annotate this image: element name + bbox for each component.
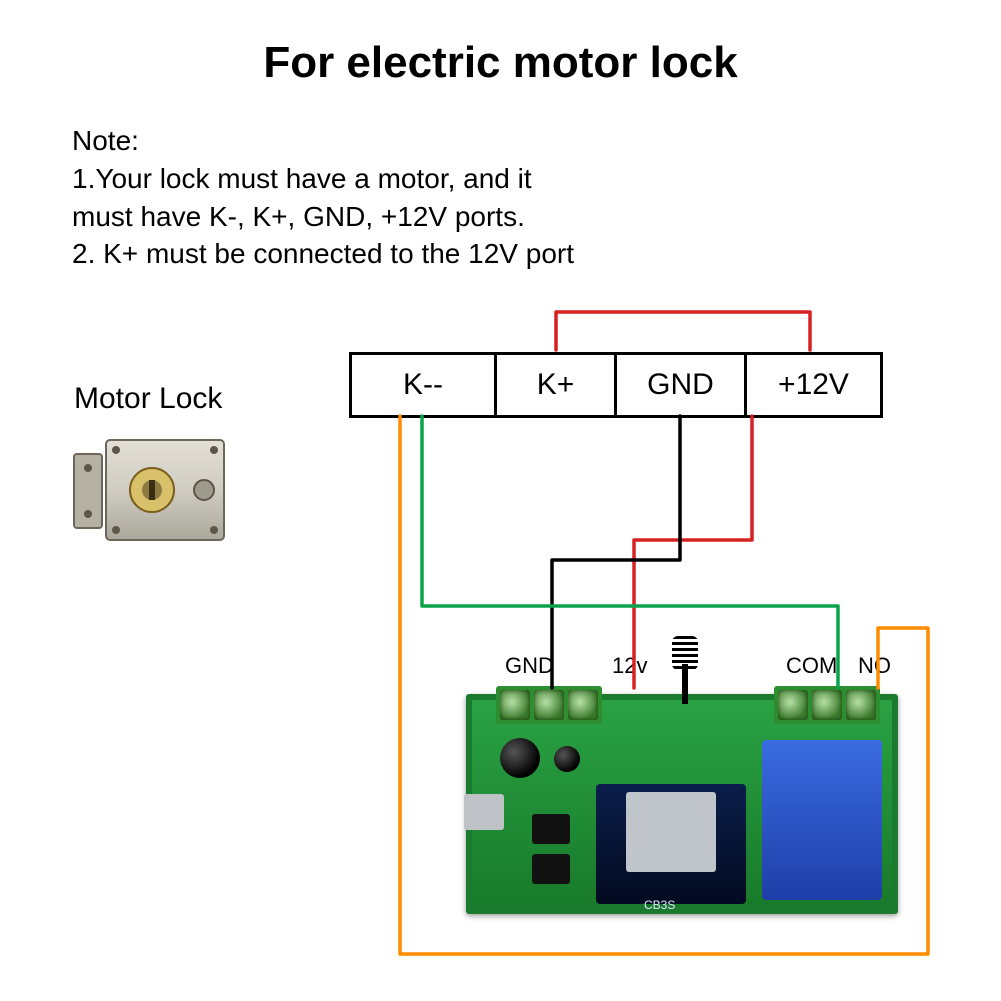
screw-com-icon: [812, 690, 842, 720]
wire-kminus-to-com: [422, 416, 838, 688]
motor-lock-label: Motor Lock: [74, 382, 222, 416]
capacitor-large-icon: [500, 738, 540, 778]
screw-terminal-relay: [774, 686, 880, 724]
screw-no-icon: [846, 690, 876, 720]
note-line-3: 2. K+ must be connected to the 12V port: [72, 235, 574, 273]
capacitor-small-icon: [554, 746, 580, 772]
screw-12v-icon: [568, 690, 598, 720]
note-heading: Note:: [72, 122, 574, 160]
terminal-k-minus: K--: [352, 355, 497, 415]
antenna-icon: [682, 664, 688, 704]
terminal-k-plus: K+: [497, 355, 617, 415]
relay-module: CB3S: [466, 694, 898, 914]
rf-shield-icon: [626, 792, 716, 872]
lock-icon: [72, 430, 232, 550]
wifi-module-icon: [596, 784, 746, 904]
terminal-12v: +12V: [747, 355, 880, 415]
note-line-2: must have K-, K+, GND, +12V ports.: [72, 198, 574, 236]
screw-gnd-icon: [500, 690, 530, 720]
screw-nc-icon: [778, 690, 808, 720]
note-block: Note: 1.Your lock must have a motor, and…: [72, 122, 574, 273]
terminal-strip: K-- K+ GND +12V: [349, 352, 883, 418]
page-title: For electric motor lock: [0, 38, 1001, 88]
push-button-2-icon: [532, 854, 570, 884]
screw-terminal-power: [496, 686, 602, 724]
wifi-chip-label: CB3S: [644, 898, 675, 912]
pin-label-com: COM: [786, 653, 837, 679]
wire-gnd-to-board: [552, 416, 680, 688]
terminal-gnd: GND: [617, 355, 747, 415]
pin-label-12v: 12v: [612, 653, 647, 679]
note-line-1: 1.Your lock must have a motor, and it: [72, 160, 574, 198]
relay-icon: [762, 740, 882, 900]
pin-label-gnd: GND: [505, 653, 554, 679]
wire-kplus-to-12v: [556, 312, 810, 350]
antenna-coil-icon: [672, 636, 698, 670]
pin-label-no: NO: [858, 653, 891, 679]
micro-usb-icon: [464, 794, 504, 830]
push-button-1-icon: [532, 814, 570, 844]
screw-5v-icon: [534, 690, 564, 720]
